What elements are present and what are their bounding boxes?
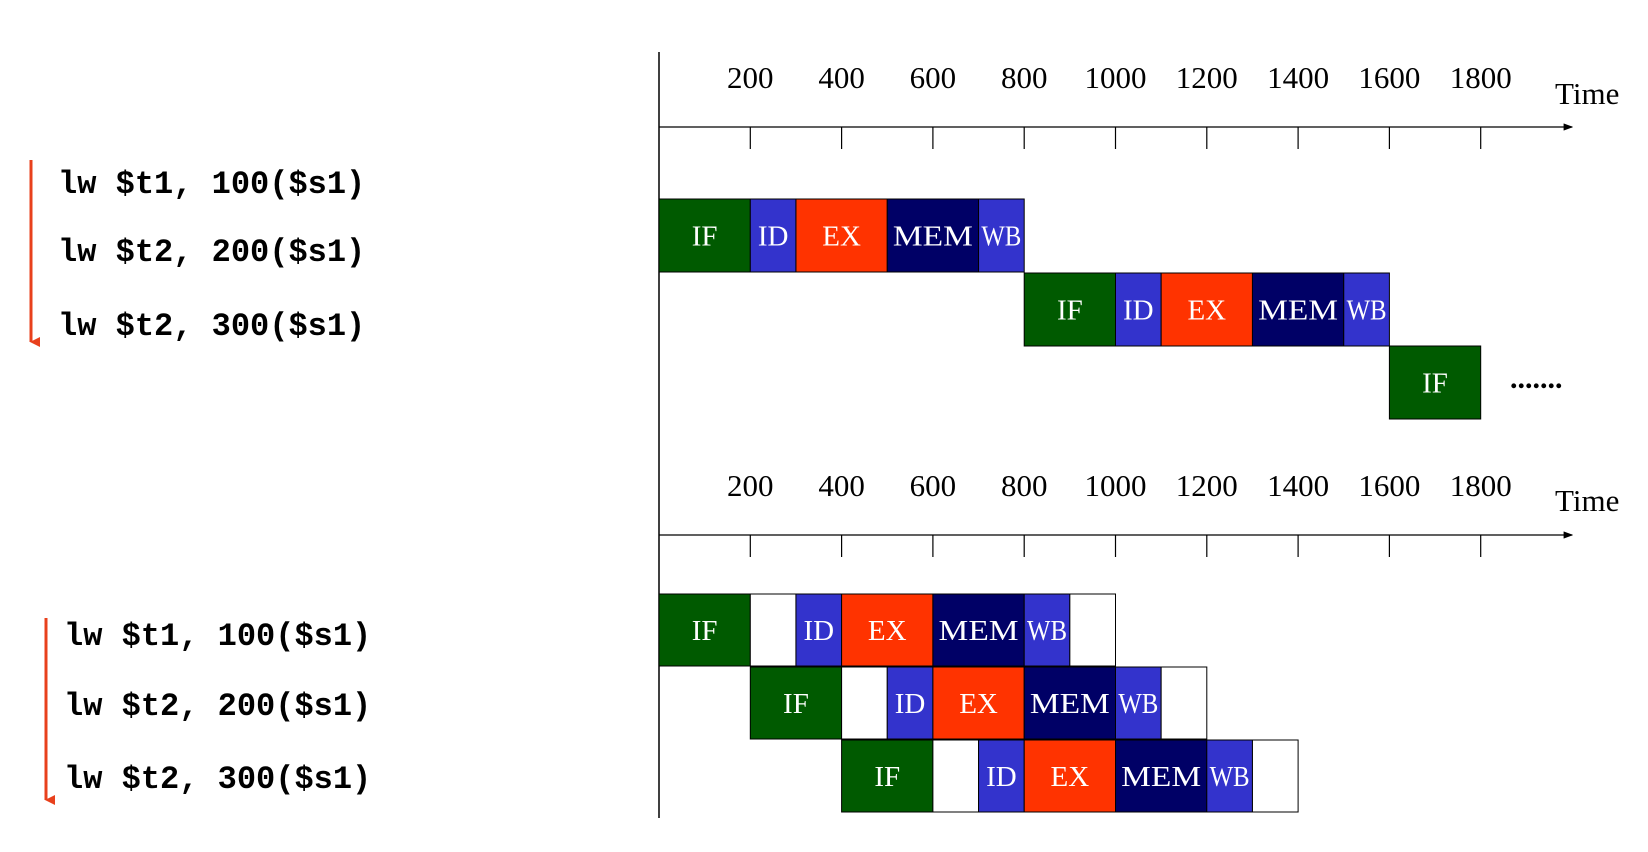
top-stage-wb [1343,272,1390,347]
bottom-stage-label: WB [1118,688,1158,720]
bottom-stage-label: MEM [1121,761,1201,793]
bottom-stage-mem [1115,739,1208,813]
bottom-instruction-list: lw $t1, 100($s1) lw $t2, 200($s1) lw $t2… [44,618,371,805]
bottom-tick-label: 1000 [1085,468,1147,503]
bottom-stage-label: ID [803,615,834,647]
top-tick-label: 1200 [1176,60,1238,95]
top-stage-label: EX [822,221,861,253]
top-stage-label: ID [1123,295,1154,327]
bottom-stage-idle [841,666,888,740]
bottom-tick-label: 600 [910,468,957,503]
bottom-stage-label: ID [986,761,1017,793]
bottom-tick-label: 1600 [1358,468,1420,503]
bottom-instruction-1: lw $t1, 100($s1) [64,618,371,655]
bottom-stage-ex [841,593,934,667]
bottom-stage-idle [1069,593,1116,667]
top-stage-wb [978,198,1025,273]
top-section: lw $t1, 100($s1) lw $t2, 200($s1) lw $t2… [29,60,1619,420]
top-stage-label: WB [1347,295,1387,327]
bottom-stage-idle [1160,666,1208,740]
top-tick-label: 1400 [1267,60,1329,95]
top-stage-if [1023,272,1116,347]
bottom-stage-idle [1251,739,1299,813]
bottom-stage-idle [749,593,797,667]
top-axis-title: Time [1555,76,1619,111]
bottom-tick-label: 1200 [1176,468,1238,503]
bottom-stage-label: EX [1051,761,1090,793]
bottom-stage-if [658,593,751,667]
bottom-tick-label: 1400 [1267,468,1329,503]
top-stage-if [1388,345,1482,420]
top-stage-label: EX [1187,295,1226,327]
bottom-stage-mem [932,593,1025,667]
top-stage-label: WB [981,221,1021,253]
top-tick-label: 1600 [1358,60,1420,95]
top-tick-group: 200 400 600 800 1000 1200 1400 1600 1800 [727,60,1512,149]
top-stage-id [749,198,797,273]
top-instruction-1: lw $t1, 100($s1) [58,166,365,203]
bottom-time-axis: 200 400 600 800 1000 1200 1400 1600 1800 Time [659,468,1619,557]
top-tick-label: 200 [727,60,774,95]
bottom-tick-label: 400 [818,468,865,503]
top-stage-label: IF [692,221,718,253]
bottom-stage-label: MEM [939,615,1019,647]
bottom-axis-title: Time [1555,483,1619,518]
bottom-stage-label: EX [868,615,907,647]
top-stage-label: MEM [893,221,973,253]
top-stage-label: IF [1422,368,1448,400]
bottom-stage-label: IF [874,761,900,793]
bottom-stage-label: ID [895,688,926,720]
bottom-stage-label: IF [783,688,809,720]
top-stage-mem [1251,272,1345,347]
bottom-tick-label: 1800 [1450,468,1512,503]
top-stage-ex [795,198,888,273]
top-instruction-list: lw $t1, 100($s1) lw $t2, 200($s1) lw $t2… [29,160,365,347]
bottom-instruction-2: lw $t2, 200($s1) [64,688,371,725]
top-time-axis: 200 400 600 800 1000 1200 1400 1600 1800 Time [659,60,1619,149]
continuation-dots: ....... [1510,362,1563,395]
top-stage-id [1115,272,1162,347]
bottom-stage-mem [1023,666,1116,740]
bottom-stage-if [749,666,843,740]
bottom-stage-wb [1115,666,1162,740]
bottom-tick-group: 200 400 600 800 1000 1200 1400 1600 1800 [727,468,1512,557]
bottom-stage-idle [932,739,980,813]
top-tick-label: 400 [818,60,865,95]
bottom-stage-id [795,593,843,667]
top-tick-label: 600 [910,60,957,95]
bottom-stage-wb [1023,593,1071,667]
top-stage-mem [886,198,980,273]
bottom-stage-if [841,739,934,813]
top-stage-label: MEM [1258,295,1338,327]
bottom-stage-label: MEM [1030,688,1110,720]
top-tick-label: 800 [1001,60,1048,95]
bottom-tick-label: 800 [1001,468,1048,503]
bottom-stage-id [886,666,934,740]
bottom-stage-ex [1023,739,1116,813]
bottom-instruction-3: lw $t2, 300($s1) [64,761,371,798]
bottom-tick-label: 200 [727,468,774,503]
top-instruction-2: lw $t2, 200($s1) [58,234,365,271]
top-stage-if [658,198,751,273]
top-instruction-3: lw $t2, 300($s1) [58,308,365,345]
top-stage-label: ID [758,221,789,253]
bottom-stage-id [978,739,1025,813]
top-tick-label: 1000 [1085,60,1147,95]
bottom-stage-label: WB [1027,615,1067,647]
bottom-stage-wb [1206,739,1253,813]
top-tick-label: 1800 [1450,60,1512,95]
bottom-stage-label: IF [692,615,718,647]
bottom-stage-label: EX [959,688,998,720]
bottom-section: lw $t1, 100($s1) lw $t2, 200($s1) lw $t2… [44,468,1619,813]
top-stage-label: IF [1057,295,1083,327]
bottom-stage-label: WB [1210,761,1250,793]
